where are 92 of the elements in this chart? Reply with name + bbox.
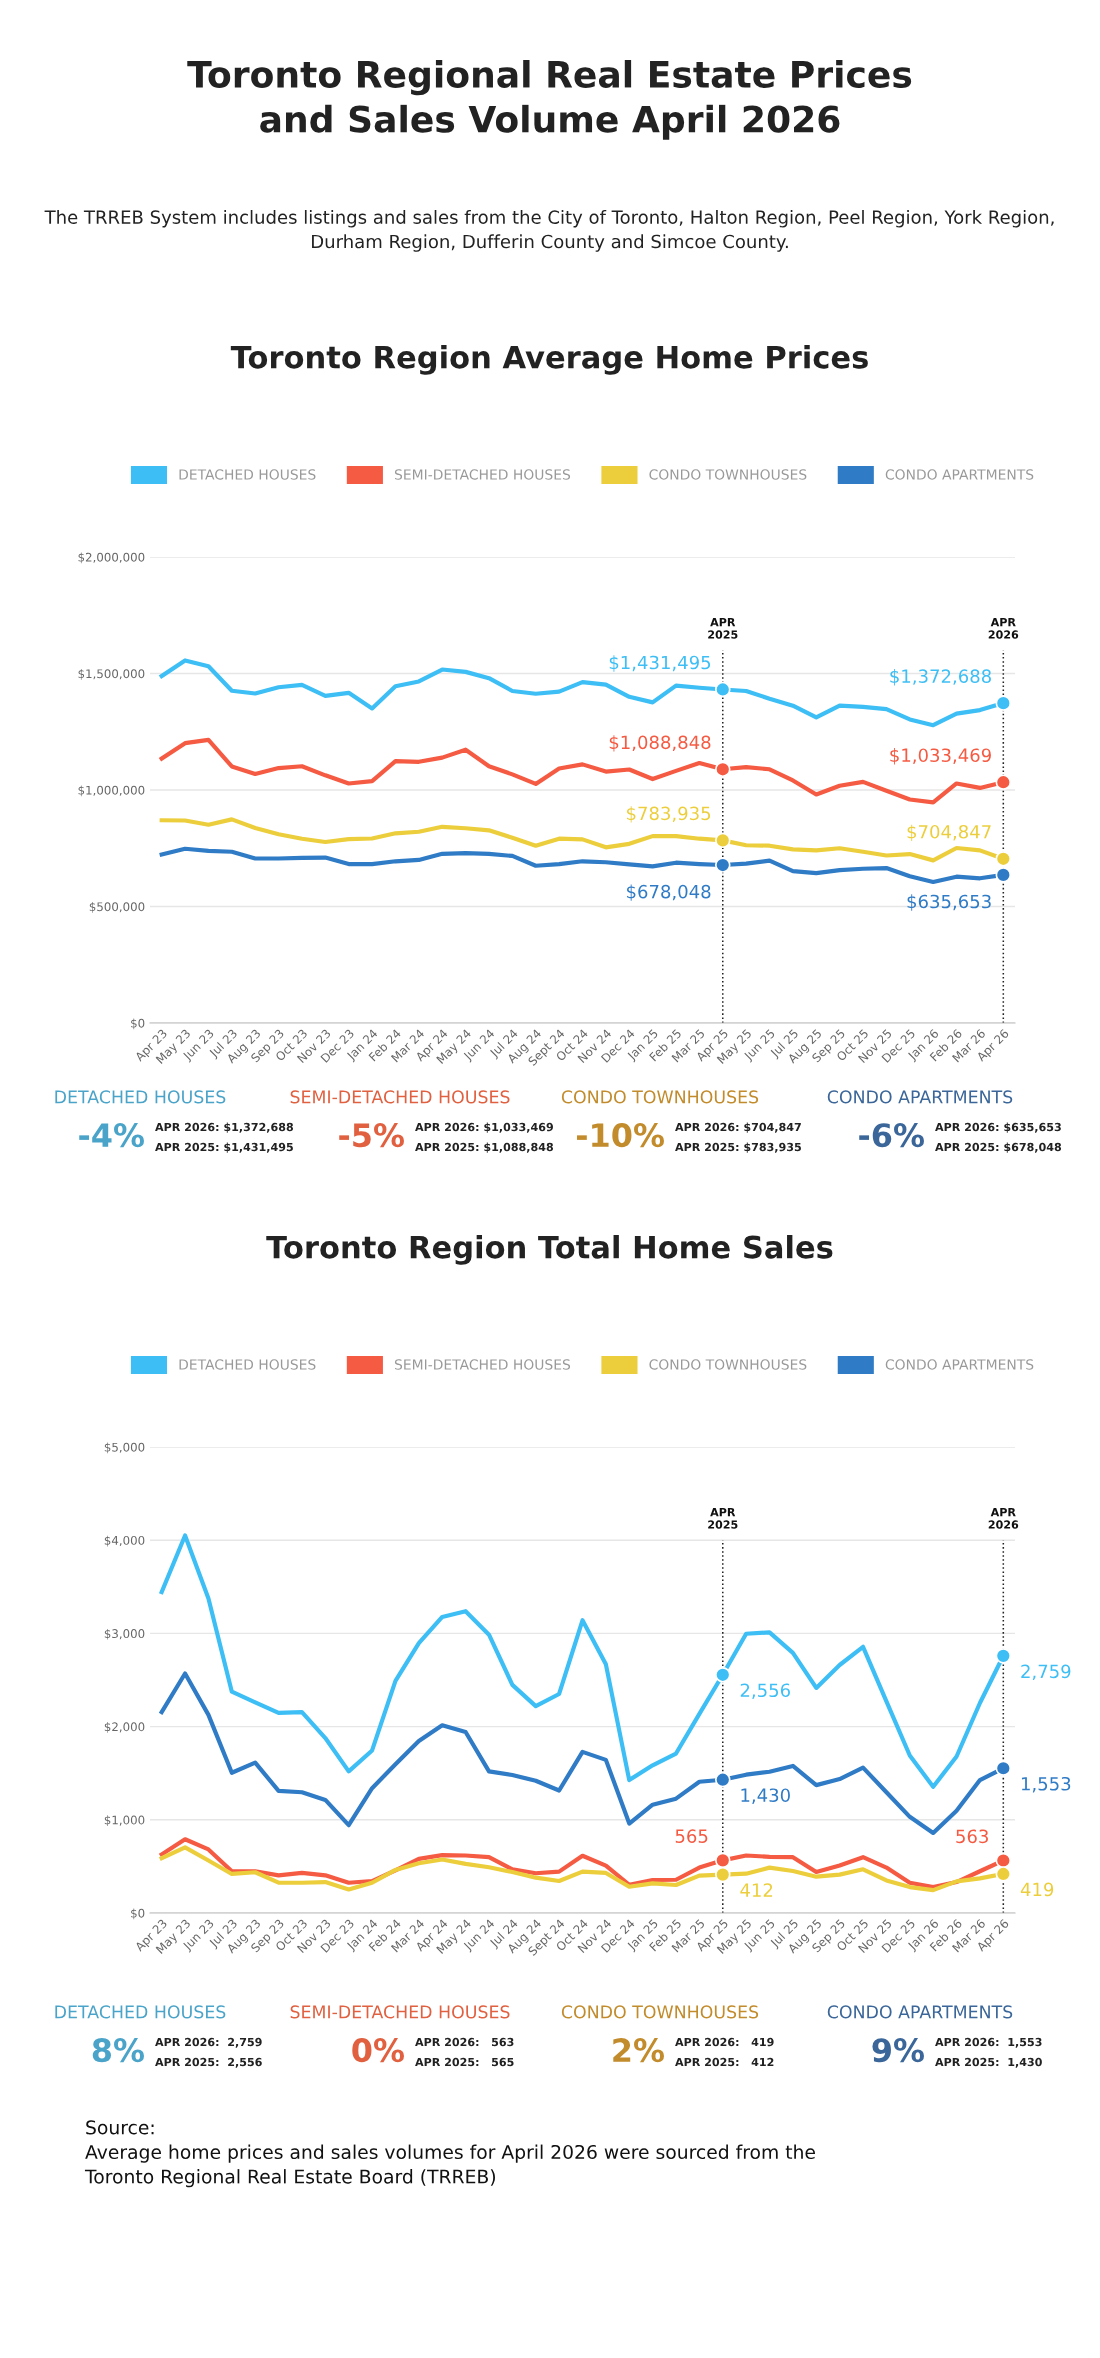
text: APR 2026: $1,033,469 xyxy=(415,1122,553,1133)
y-tick-label: $4,000 xyxy=(104,1535,145,1547)
legend-label: SEMI-DETACHED HOUSES xyxy=(394,1359,571,1370)
text: 2% xyxy=(613,2038,664,2063)
legend-label: CONDO APARTMENTS xyxy=(885,469,1034,480)
category-label: SEMI-DETACHED HOUSES xyxy=(290,2005,510,2019)
data-label: 563 xyxy=(956,1829,988,1844)
y-tick-label: $5,000 xyxy=(104,1442,145,1454)
y-tick-label: $2,000 xyxy=(104,1722,145,1733)
point xyxy=(714,832,731,849)
ref-line-label: APR 2026 xyxy=(988,1508,1019,1529)
legend-label: DETACHED HOUSES xyxy=(179,469,316,480)
y-tick-label: $1,000 xyxy=(104,1815,145,1827)
legend-label: CONDO APARTMENTS xyxy=(885,1359,1034,1370)
text: APR 2026: 2,759 xyxy=(155,2037,262,2048)
text: -10% xyxy=(577,1123,664,1148)
text: APR 2025: $1,088,848 xyxy=(415,1142,553,1153)
point xyxy=(714,1666,731,1683)
point xyxy=(995,774,1012,790)
text: -4% xyxy=(79,1123,144,1148)
text: APR 2025: 412 xyxy=(675,2057,774,2067)
text: APR 2025: $678,048 xyxy=(935,1142,1062,1153)
text: 8% xyxy=(92,2038,144,2063)
y-tick-label: $500,000 xyxy=(89,902,145,913)
category-label: CONDO APARTMENTS xyxy=(827,1090,1013,1104)
text: APR 2026: $1,372,688 xyxy=(155,1122,293,1133)
text: APR 2026: 563 xyxy=(415,2037,514,2047)
category-label: CONDO TOWNHOUSES xyxy=(561,2005,759,2019)
text: APR 2025: 565 xyxy=(415,2057,514,2067)
point xyxy=(714,681,731,698)
text: 0% xyxy=(352,2038,404,2063)
y-tick-label: $0 xyxy=(131,1908,145,1920)
data-label: $635,653 xyxy=(907,894,991,911)
data-label: $704,847 xyxy=(907,824,991,841)
point xyxy=(995,1852,1012,1869)
point xyxy=(995,1866,1012,1882)
category-label: DETACHED HOUSES xyxy=(55,2005,226,2019)
data-label: $678,048 xyxy=(627,884,711,901)
text: -6% xyxy=(859,1123,924,1148)
ref-line-label: APR 2025 xyxy=(708,618,738,639)
y-tick-label: $1,500,000 xyxy=(78,669,145,680)
point xyxy=(714,1852,731,1869)
text: APR 2026: 1,553 xyxy=(935,2037,1042,2048)
text: APR 2026: $635,653 xyxy=(935,1122,1061,1133)
point xyxy=(714,761,731,778)
text: APR 2025: $1,431,495 xyxy=(155,1142,293,1153)
text: APR 2026: 419 xyxy=(675,2037,774,2047)
category-label: DETACHED HOUSES xyxy=(55,1090,226,1104)
y-tick-label: $3,000 xyxy=(104,1628,145,1640)
text: -5% xyxy=(339,1123,404,1148)
legend-label: SEMI-DETACHED HOUSES xyxy=(394,469,571,480)
chart-title: Toronto Region Average Home Prices xyxy=(230,345,868,375)
point xyxy=(714,1771,731,1788)
point xyxy=(995,1760,1012,1777)
point xyxy=(995,1648,1012,1664)
data-label: $1,431,495 xyxy=(609,655,711,672)
point xyxy=(714,857,731,873)
text: The TRREB System includes listings and sales from the City of Toronto, Halton Region, Peel Region, York Region, Durham Region, Dufferin County and Simcoe County. xyxy=(44,210,1054,252)
data-label: 2,556 xyxy=(740,1683,790,1699)
data-label: $1,088,848 xyxy=(609,735,711,752)
source-note: Source: Average home prices and sales volumes for April 2026 were sourced from the Toronto Regional Real Estate Board (TRREB) xyxy=(84,2120,815,2188)
data-label: 565 xyxy=(675,1829,708,1843)
data-label: 1,553 xyxy=(1021,1776,1071,1793)
text: Toronto Regional Real Estate Prices and Sales Volume April 2026 xyxy=(187,60,912,140)
ref-line-label: APR 2025 xyxy=(708,1508,738,1529)
category-label: CONDO APARTMENTS xyxy=(827,2005,1013,2019)
point xyxy=(995,850,1012,867)
point xyxy=(995,695,1012,711)
chart-title: Toronto Region Total Home Sales xyxy=(266,1235,833,1265)
y-tick-label: $2,000,000 xyxy=(78,552,145,564)
point xyxy=(714,1866,731,1883)
y-tick-label: $0 xyxy=(131,1018,145,1030)
text: 9% xyxy=(872,2038,924,2063)
data-label: $1,033,469 xyxy=(890,748,991,765)
legend-label: CONDO TOWNHOUSES xyxy=(649,1359,807,1370)
legend-label: DETACHED HOUSES xyxy=(179,1359,316,1370)
text: APR 2025: 2,556 xyxy=(155,2057,262,2068)
data-label: 412 xyxy=(740,1883,773,1897)
category-label: SEMI-DETACHED HOUSES xyxy=(290,1090,510,1104)
data-label: 2,759 xyxy=(1021,1664,1071,1681)
ref-line-label: APR 2026 xyxy=(988,618,1019,639)
data-label: 419 xyxy=(1020,1882,1054,1897)
point xyxy=(995,867,1012,883)
category-label: CONDO TOWNHOUSES xyxy=(561,1090,759,1104)
data-label: 1,430 xyxy=(741,1788,790,1804)
data-label: $1,372,688 xyxy=(890,669,991,686)
text: APR 2025: $783,935 xyxy=(675,1142,801,1153)
legend-label: CONDO TOWNHOUSES xyxy=(649,469,807,480)
data-label: $783,935 xyxy=(627,806,711,823)
text: APR 2025: 1,430 xyxy=(935,2057,1042,2068)
text: APR 2026: $704,847 xyxy=(675,1122,801,1133)
y-tick-label: $1,000,000 xyxy=(78,785,145,797)
